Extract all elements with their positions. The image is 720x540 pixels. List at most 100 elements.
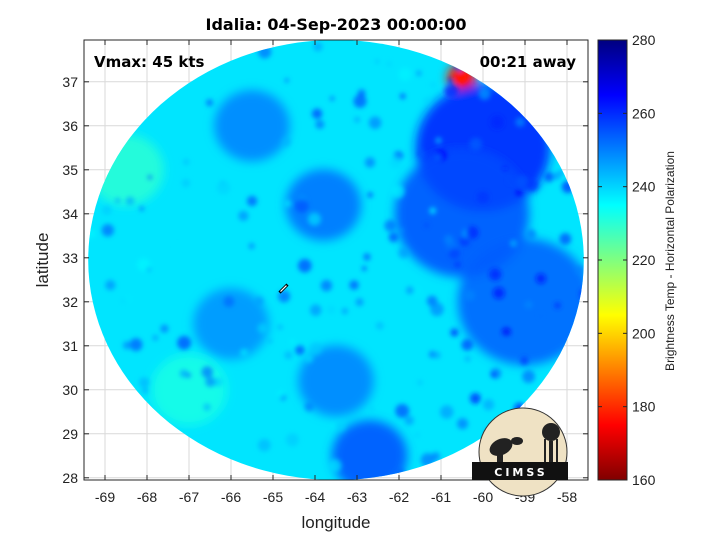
field-speckle	[424, 222, 429, 228]
field-speckle	[105, 279, 116, 291]
field-speckle	[125, 295, 133, 303]
field-speckle	[465, 226, 479, 239]
field-speckle	[429, 207, 437, 215]
y-tick-label: 30	[62, 382, 78, 398]
field-speckle	[459, 235, 470, 247]
field-speckle	[138, 377, 150, 388]
x-tick-label: -69	[95, 489, 115, 505]
field-speckle	[349, 280, 359, 290]
field-speckle	[368, 116, 382, 130]
field-speckle	[277, 324, 283, 330]
field-speckle	[489, 268, 502, 281]
x-tick-label: -62	[389, 489, 409, 505]
colorbar-tick-label: 160	[632, 472, 656, 488]
field-speckle	[469, 137, 483, 151]
field-speckle	[398, 247, 410, 259]
field-speckle	[435, 137, 442, 144]
colorbar-tick-label: 200	[632, 325, 656, 341]
field-speckle	[101, 224, 115, 237]
x-tick-label: -64	[305, 489, 325, 505]
field-speckle	[307, 212, 321, 226]
field-speckle	[285, 433, 300, 447]
field-speckle	[450, 328, 459, 337]
field-speckle	[433, 351, 441, 359]
axes-box	[83, 39, 589, 481]
field-speckle	[309, 304, 322, 316]
field-speckle	[502, 166, 508, 171]
field-speckle	[520, 356, 529, 366]
field-speckle	[444, 83, 459, 98]
x-tick-label: -65	[263, 489, 283, 505]
colorbar	[597, 39, 628, 481]
x-tick-label: -58	[557, 489, 577, 505]
field-speckle	[146, 267, 151, 272]
field-speckle	[404, 415, 414, 426]
field-feature	[193, 288, 269, 360]
field-speckle	[122, 341, 132, 350]
field-speckle	[205, 99, 214, 107]
colorbar-tick-label: 180	[632, 399, 656, 415]
colorbar-ticks: 160 180 200 220 240 260 280	[598, 32, 656, 488]
field-speckle	[399, 93, 406, 100]
field-speckle	[461, 339, 473, 351]
y-tick-label: 32	[62, 294, 78, 310]
field-speckle	[216, 180, 231, 195]
field-speckle	[509, 239, 518, 248]
field-speckle	[315, 119, 325, 129]
field-speckle	[374, 59, 380, 64]
warm-spot-core	[456, 71, 468, 84]
field-speckle	[175, 244, 180, 249]
field-speckle	[386, 61, 392, 67]
field-speckle	[439, 405, 454, 419]
field-speckle	[389, 156, 403, 169]
field-speckle	[304, 402, 314, 412]
satellite-dish-icon	[489, 437, 523, 464]
field-speckle	[120, 298, 126, 304]
field-speckle	[369, 406, 375, 412]
field-speckle	[454, 261, 461, 268]
field-speckle	[384, 219, 397, 232]
y-tick-label: 33	[62, 250, 78, 266]
field-speckle	[311, 108, 323, 119]
field-speckle	[538, 313, 543, 318]
x-axis-label: longitude	[301, 513, 370, 532]
field-speckle	[147, 175, 153, 180]
y-tick-label: 36	[62, 118, 78, 134]
field-speckle	[115, 197, 121, 204]
field-speckle	[522, 370, 536, 383]
field-speckle	[464, 355, 471, 363]
field-speckle	[410, 285, 423, 298]
field-speckle	[554, 302, 561, 309]
field-speckle	[417, 379, 423, 386]
vmax-annotation: Vmax: 45 kts	[94, 53, 204, 71]
field-speckle	[417, 149, 426, 158]
field-speckle	[552, 171, 561, 180]
x-tick-label: -67	[179, 489, 199, 505]
field-speckle	[295, 345, 305, 356]
field-speckle	[160, 324, 169, 333]
field-speckle	[201, 366, 213, 378]
field-speckle	[294, 199, 309, 213]
field-speckle	[240, 348, 248, 357]
field-speckle	[478, 87, 491, 100]
field-speckle	[304, 354, 314, 363]
field-feature	[298, 345, 374, 417]
field-speckle	[463, 289, 476, 302]
field-speckle	[515, 117, 526, 127]
logo-building	[472, 462, 568, 480]
field-speckle	[330, 423, 336, 429]
storm-center-mark-inner	[280, 285, 287, 293]
y-axis-label: latitude	[33, 233, 52, 288]
field-speckle	[183, 158, 190, 166]
field-speckle	[246, 195, 258, 207]
field-speckle	[516, 175, 529, 188]
cimss-logo: CIMSS	[472, 407, 568, 497]
y-tick-label: 34	[62, 206, 78, 222]
field-speckle	[399, 228, 404, 233]
field-speckle	[268, 339, 273, 344]
field-feature	[151, 354, 227, 426]
field-speckle	[129, 338, 143, 352]
field-speckle	[482, 399, 495, 411]
chart-title: Idalia: 04-Sep-2023 00:00:00	[205, 15, 466, 34]
x-tick-label: -60	[473, 489, 493, 505]
